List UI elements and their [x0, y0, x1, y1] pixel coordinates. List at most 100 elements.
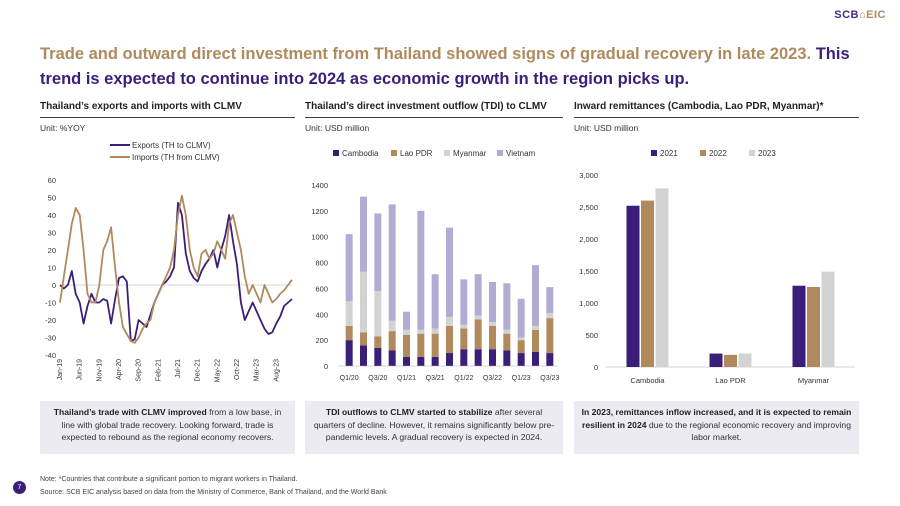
bar-2022	[641, 200, 654, 367]
y-tick-label: 0	[324, 362, 328, 371]
bar-vietnam	[388, 204, 396, 321]
caption1-bold: Thailand’s trade with CLMV improved	[53, 407, 207, 417]
remittances-bar-chart: 0 500 1,000 1,500 2,000 2,500 3,000 Cambodia Lao…	[579, 149, 855, 385]
panel2-rule	[305, 117, 563, 118]
bar-2023	[655, 188, 669, 367]
panel1-unit: Unit: %YOY	[40, 123, 86, 133]
x-tick-label: Feb-21	[155, 359, 162, 381]
panel2-caption: TDI outflows to CLMV started to stabiliz…	[305, 401, 563, 454]
bar-myanmar	[417, 329, 425, 334]
bar-cambodia	[532, 351, 539, 366]
bar-vietnam	[446, 227, 453, 317]
panel3-unit: Unit: USD million	[574, 123, 639, 133]
bar-cambodia	[431, 356, 439, 366]
bar-myanmar	[388, 320, 396, 332]
bar-cambodia	[517, 353, 525, 366]
panel3-rule	[574, 117, 859, 118]
bar-myanmar	[489, 322, 496, 326]
legend-label: Lao PDR	[400, 149, 433, 158]
x-tick-label: Dec-21	[195, 359, 202, 382]
bar-cambodia	[388, 350, 396, 366]
bar-myanmar	[532, 325, 539, 330]
caption2-bold: TDI outflows to CLMV started to stabiliz…	[325, 407, 493, 417]
bar-lao-pdr	[431, 333, 439, 357]
bar-lao-pdr	[503, 333, 511, 351]
bar-myanmar	[474, 315, 482, 320]
trade-line-chart: -40 -30 -20 -10 0 10 20 30 40 50 60 Jan-19 Jun-19 Nov…	[45, 141, 293, 382]
bar-vietnam	[374, 213, 382, 292]
y-tick-label: 1400	[311, 181, 328, 190]
y-tick-label: 0	[52, 281, 56, 290]
legend-swatch	[749, 150, 755, 156]
bar-lao-pdr	[360, 332, 367, 346]
bar-2021	[626, 205, 640, 367]
legend-label: Vietnam	[506, 149, 536, 158]
footnote-source: Source: SCB EIC analysis based on data f…	[40, 489, 387, 496]
caption3-bold: In 2023, remittances inflow increased, a…	[581, 407, 852, 430]
y-tick-label: 1,500	[579, 267, 598, 276]
x-tick-label: Q3/23	[540, 375, 559, 382]
bar-cambodia	[460, 349, 468, 366]
x-tick-label: Q1/22	[454, 375, 473, 382]
bar-vietnam	[517, 298, 525, 338]
y-tick-label: 30	[48, 229, 56, 238]
series-line-exports	[59, 201, 293, 342]
bar-cambodia	[489, 349, 496, 366]
legend-swatch	[497, 150, 503, 156]
x-tick-label: Cambodia	[630, 376, 665, 385]
bar-lao-pdr	[489, 325, 496, 350]
bar-vietnam	[417, 210, 425, 330]
x-tick-label: Apr-20	[116, 359, 123, 380]
y-tick-label: 1200	[311, 207, 328, 216]
y-tick-label: -30	[45, 334, 56, 343]
y-tick-label: 500	[585, 331, 598, 340]
y-tick-label: 800	[315, 259, 328, 268]
legend-label: Myanmar	[453, 149, 487, 158]
bar-vietnam	[360, 196, 367, 272]
x-tick-label: Mar-23	[254, 359, 261, 381]
bar-vietnam	[431, 274, 439, 329]
bar-cambodia	[360, 345, 367, 366]
x-tick-label: Q1/23	[512, 375, 531, 382]
x-tick-label: Jan-19	[57, 359, 64, 381]
bar-vietnam	[403, 311, 410, 330]
x-tick-label: Sep-20	[136, 359, 143, 382]
legend-swatch	[444, 150, 450, 156]
headline-part2: This trend is expected to continue into …	[40, 45, 850, 88]
series-line-imports	[59, 194, 293, 344]
legend-swatch	[651, 150, 657, 156]
bar-lao-pdr	[460, 328, 468, 350]
panel1-rule	[40, 117, 295, 118]
x-tick-label: Jul-21	[175, 359, 182, 378]
bar-myanmar	[431, 328, 439, 334]
home-icon: ⌂	[859, 9, 867, 21]
panel3-caption: In 2023, remittances inflow increased, a…	[574, 401, 859, 454]
bar-lao-pdr	[546, 318, 554, 354]
legend-swatch	[700, 150, 706, 156]
bar-lao-pdr	[388, 331, 396, 351]
bar-myanmar	[460, 324, 468, 329]
panel2-unit: Unit: USD million	[305, 123, 370, 133]
bar-cambodia	[546, 353, 554, 366]
x-tick-label: Nov-19	[96, 359, 103, 382]
bar-myanmar	[503, 329, 511, 334]
y-tick-label: 400	[315, 310, 328, 319]
legend-swatch	[333, 150, 339, 156]
bar-cambodia	[345, 340, 353, 366]
bar-vietnam	[489, 281, 496, 323]
legend-label: Imports (TH from CLMV)	[132, 153, 220, 162]
bar-2021	[792, 285, 806, 367]
y-tick-label: -20	[45, 316, 56, 325]
headline-part1: Trade and outward direct investment from…	[40, 45, 812, 63]
bar-2022	[807, 287, 820, 367]
caption2-rest: after several quarters of decline. Howev…	[313, 407, 555, 442]
caption1-rest: from a low base, in line with global tra…	[61, 407, 282, 442]
bar-myanmar	[546, 312, 554, 319]
y-tick-label: 20	[48, 246, 56, 255]
caption3-rest: due to the regional economic recovery an…	[646, 419, 851, 443]
y-tick-label: -10	[45, 299, 56, 308]
brand-logo: SCB⌂EIC	[834, 9, 886, 21]
bar-cambodia	[374, 347, 382, 366]
panel2-title: Thailand’s direct investment outflow (TD…	[305, 101, 547, 112]
y-tick-label: 2,500	[579, 203, 598, 212]
